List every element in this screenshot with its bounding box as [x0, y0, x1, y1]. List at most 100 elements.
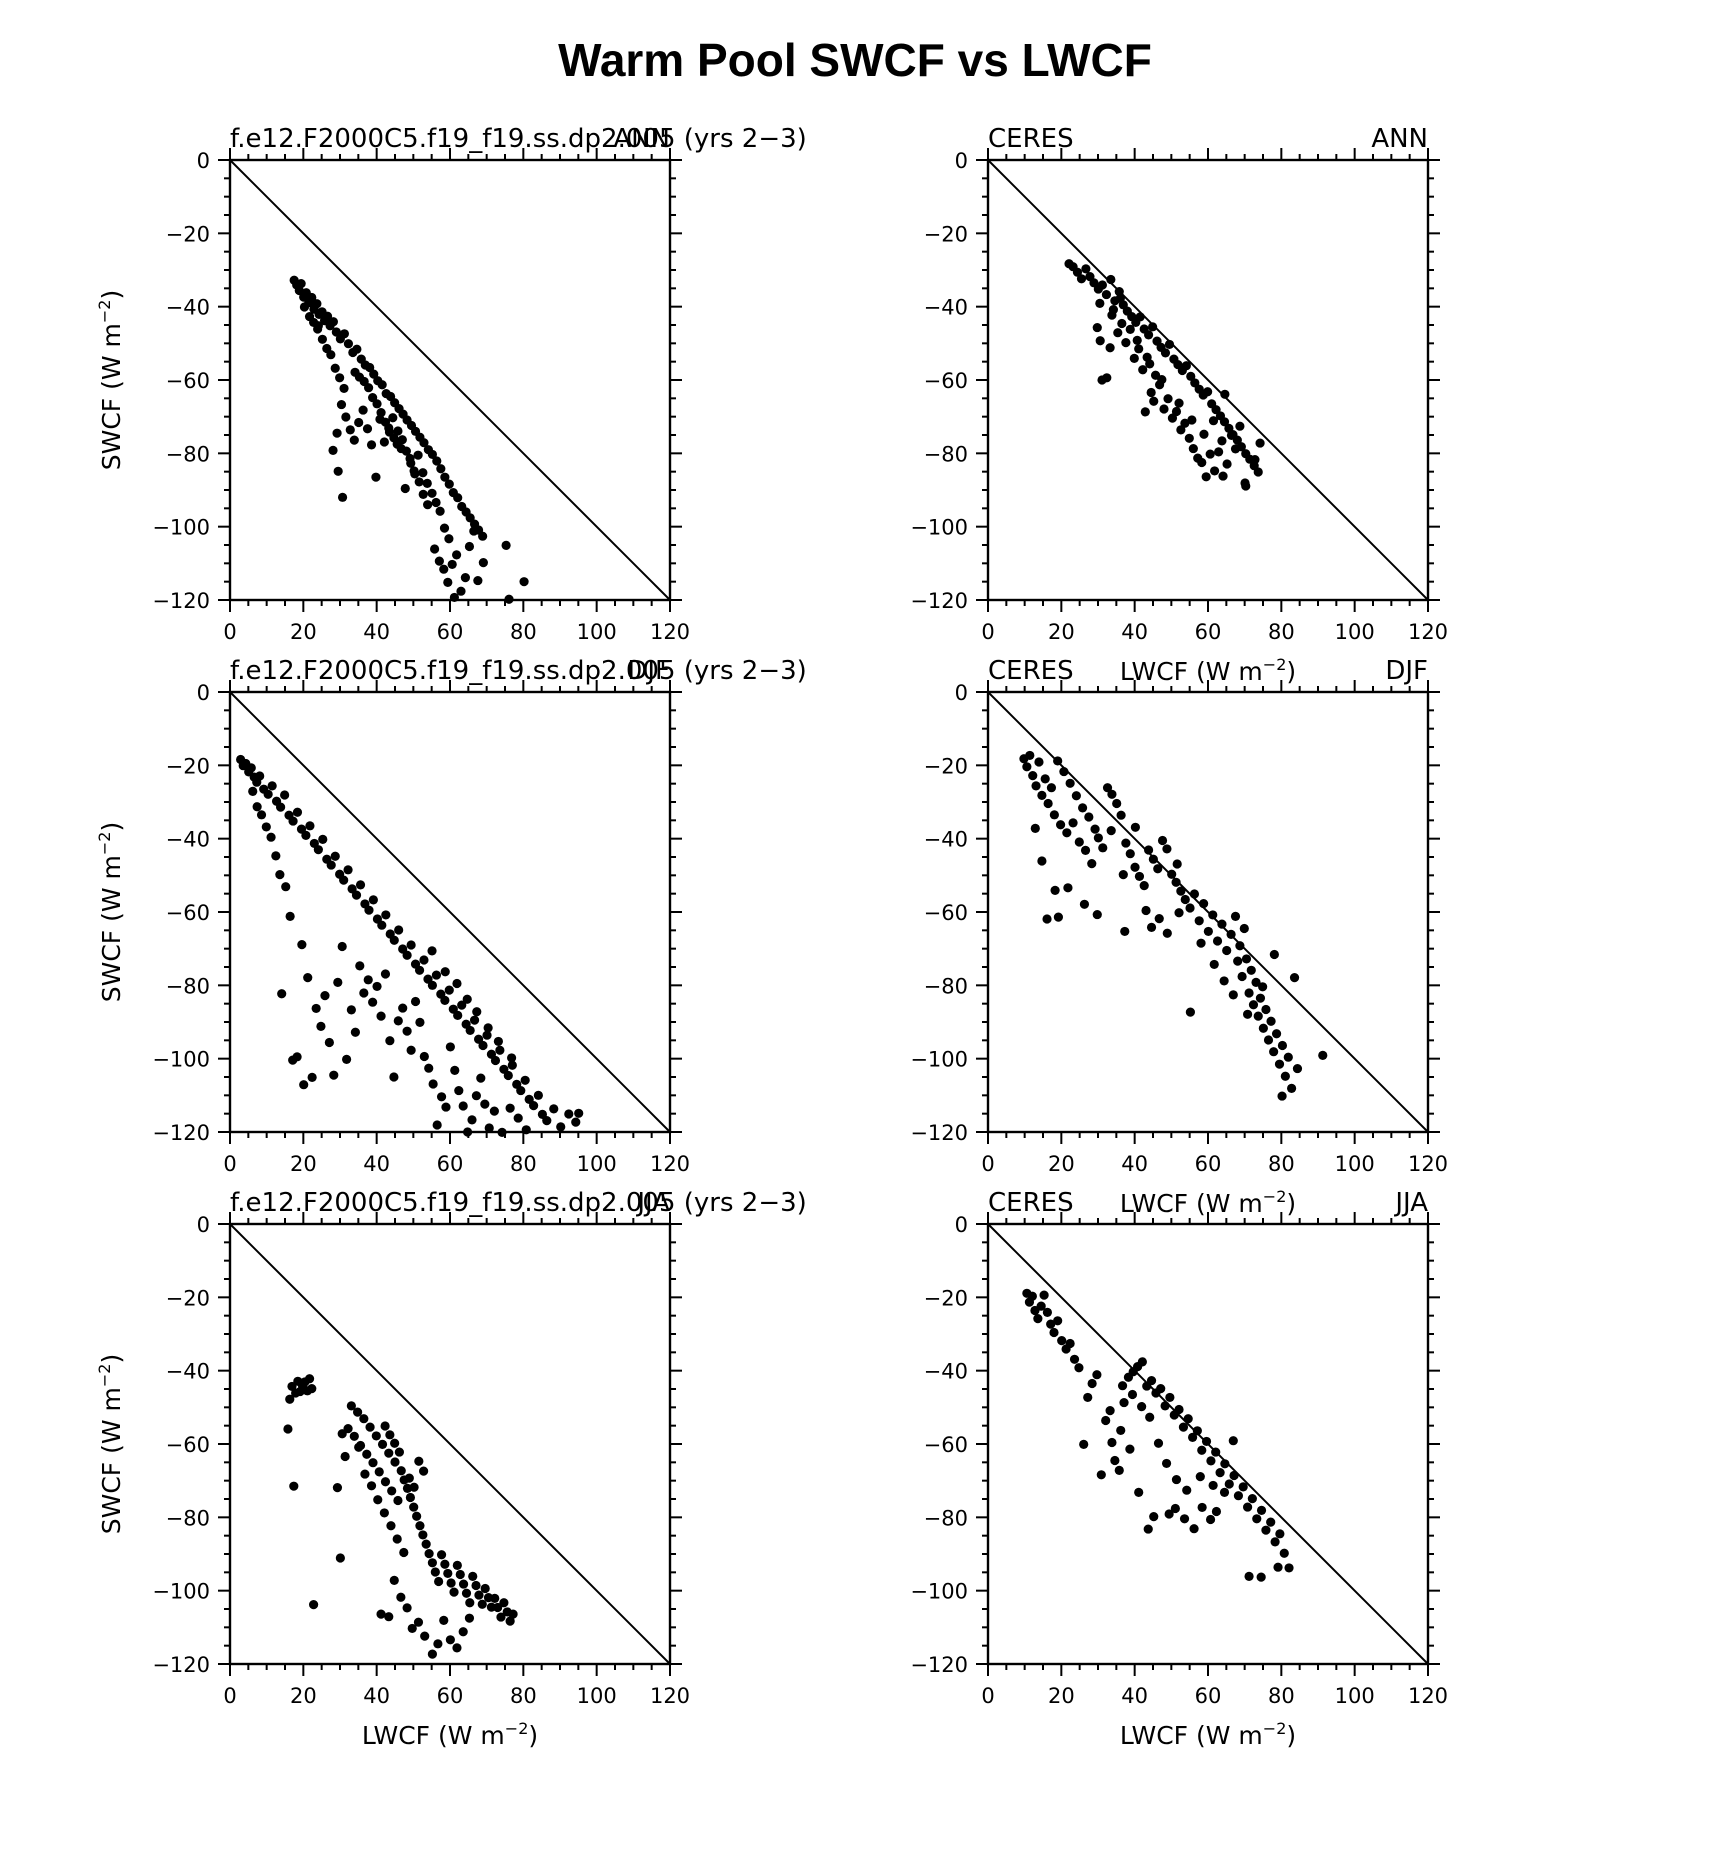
x-tick-label: 80: [510, 1152, 537, 1176]
data-point: [422, 478, 432, 488]
data-point: [288, 816, 298, 826]
data-point: [445, 1635, 455, 1645]
data-point: [400, 483, 410, 494]
data-point: [328, 445, 338, 455]
x-axis-label-close: ): [1286, 1189, 1296, 1218]
data-point: [283, 1424, 293, 1434]
y-tick-label: −120: [910, 589, 968, 613]
y-tick-label: −20: [924, 222, 968, 246]
data-point: [292, 1052, 302, 1062]
data-point: [1121, 338, 1131, 348]
data-point: [1144, 330, 1154, 340]
y-tick-label: −40: [166, 296, 210, 320]
data-point: [445, 1042, 455, 1052]
x-tick-label: 0: [981, 1684, 994, 1708]
data-point: [1134, 1487, 1144, 1497]
data-point: [1092, 1370, 1102, 1380]
data-point: [312, 299, 322, 309]
data-point: [353, 1407, 363, 1417]
data-point: [431, 497, 441, 508]
data-point: [1153, 1438, 1164, 1448]
data-point: [427, 1649, 437, 1659]
data-point: [299, 1080, 309, 1090]
data-point: [1031, 781, 1041, 791]
data-point: [359, 988, 369, 998]
data-point: [1206, 1456, 1216, 1466]
reference-line: [229, 691, 671, 1133]
data-point: [1156, 1384, 1166, 1394]
data-point: [307, 1072, 317, 1082]
data-point: [355, 880, 366, 890]
y-tick-label: −60: [924, 369, 968, 393]
y-tick-label: −120: [910, 1121, 968, 1145]
data-point: [1219, 976, 1229, 986]
data-point: [428, 1079, 438, 1089]
data-point: [465, 1598, 475, 1608]
data-point: [320, 991, 330, 1001]
data-point: [473, 575, 483, 586]
x-tick-label: 100: [577, 1152, 617, 1176]
data-point: [376, 1609, 386, 1619]
data-point: [1258, 982, 1268, 992]
data-point: [503, 1070, 513, 1081]
data-point: [1072, 267, 1083, 277]
data-point: [301, 830, 311, 840]
y-tick-label: −40: [924, 828, 968, 852]
data-point: [1222, 945, 1232, 956]
data-point: [471, 1091, 481, 1101]
data-point: [1241, 481, 1251, 491]
data-point: [1137, 1357, 1147, 1367]
y-axis-label: SWCF (W m−2): [95, 290, 126, 471]
data-point: [1096, 1470, 1106, 1480]
panel-left-label: f.e12.F2000C5.f19_f19.ss.dp2.005 (yrs 2−…: [230, 656, 807, 686]
data-point: [1212, 936, 1223, 946]
data-point: [1247, 1494, 1257, 1504]
data-point: [478, 558, 488, 568]
data-point: [440, 995, 450, 1005]
data-point: [1239, 923, 1249, 934]
data-point: [1078, 803, 1088, 813]
data-point: [462, 994, 472, 1004]
data-point: [1197, 1445, 1207, 1455]
y-tick-label: 0: [955, 149, 968, 173]
data-point: [368, 997, 378, 1007]
data-point: [1159, 404, 1169, 414]
x-tick-label: 100: [1335, 1152, 1375, 1176]
data-point: [256, 810, 267, 820]
data-point: [1252, 1514, 1262, 1524]
data-point: [1022, 762, 1032, 772]
data-point: [516, 1085, 526, 1096]
data-point: [1187, 415, 1197, 425]
data-point: [1042, 1307, 1052, 1317]
data-point: [402, 1603, 412, 1613]
data-point: [1134, 871, 1145, 882]
data-point: [450, 1065, 460, 1075]
data-point: [1263, 1035, 1274, 1045]
y-tick-label: −40: [166, 828, 210, 852]
y-tick-label: −80: [166, 974, 210, 998]
data-point: [358, 405, 368, 415]
data-point: [1226, 430, 1237, 440]
x-tick-label: 40: [363, 1152, 390, 1176]
data-point: [305, 821, 315, 831]
data-point: [341, 412, 351, 422]
data-point: [1034, 757, 1044, 767]
data-point: [419, 1051, 429, 1062]
data-point: [549, 1104, 559, 1114]
data-point: [1219, 1487, 1230, 1497]
data-point: [1160, 348, 1171, 358]
data-point: [331, 327, 341, 337]
data-point: [359, 1414, 369, 1424]
panels-group: 0 20 40 60 80 100 1200−20−40−60−80−100−120f.e1…: [95, 124, 1448, 1750]
data-point: [427, 946, 437, 956]
data-point: [1065, 1338, 1075, 1349]
data-point: [493, 1602, 503, 1613]
scatter-points: [283, 1374, 518, 1659]
data-point: [1030, 823, 1040, 834]
data-point: [1093, 833, 1103, 843]
data-point: [1271, 1029, 1282, 1039]
data-point: [317, 334, 327, 344]
panel-left-label: f.e12.F2000C5.f19_f19.ss.dp2.005 (yrs 2−…: [230, 124, 807, 154]
data-point: [1146, 922, 1157, 933]
data-point: [574, 1108, 584, 1118]
